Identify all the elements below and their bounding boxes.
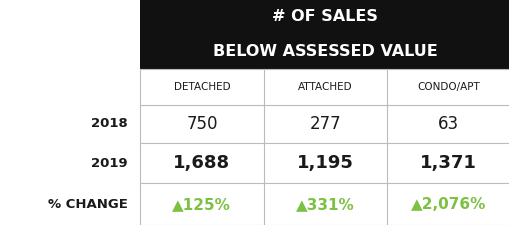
Text: 1,688: 1,688	[173, 154, 230, 172]
Text: 750: 750	[186, 115, 217, 133]
Text: DETACHED: DETACHED	[173, 82, 230, 92]
Text: 2018: 2018	[91, 117, 127, 130]
Text: ▲125%: ▲125%	[172, 197, 231, 212]
Text: 63: 63	[437, 115, 458, 133]
Bar	[140, 0, 509, 69]
Text: 277: 277	[308, 115, 341, 133]
Text: BELOW ASSESSED VALUE: BELOW ASSESSED VALUE	[212, 44, 437, 59]
Text: CONDO/APT: CONDO/APT	[416, 82, 479, 92]
Text: 1,195: 1,195	[296, 154, 353, 172]
Text: % CHANGE: % CHANGE	[47, 198, 127, 211]
Text: 2019: 2019	[91, 157, 127, 170]
Text: ▲2,076%: ▲2,076%	[410, 197, 485, 212]
Text: ATTACHED: ATTACHED	[297, 82, 352, 92]
Text: ▲331%: ▲331%	[295, 197, 354, 212]
Text: 1,371: 1,371	[419, 154, 476, 172]
Text: # OF SALES: # OF SALES	[272, 9, 377, 24]
